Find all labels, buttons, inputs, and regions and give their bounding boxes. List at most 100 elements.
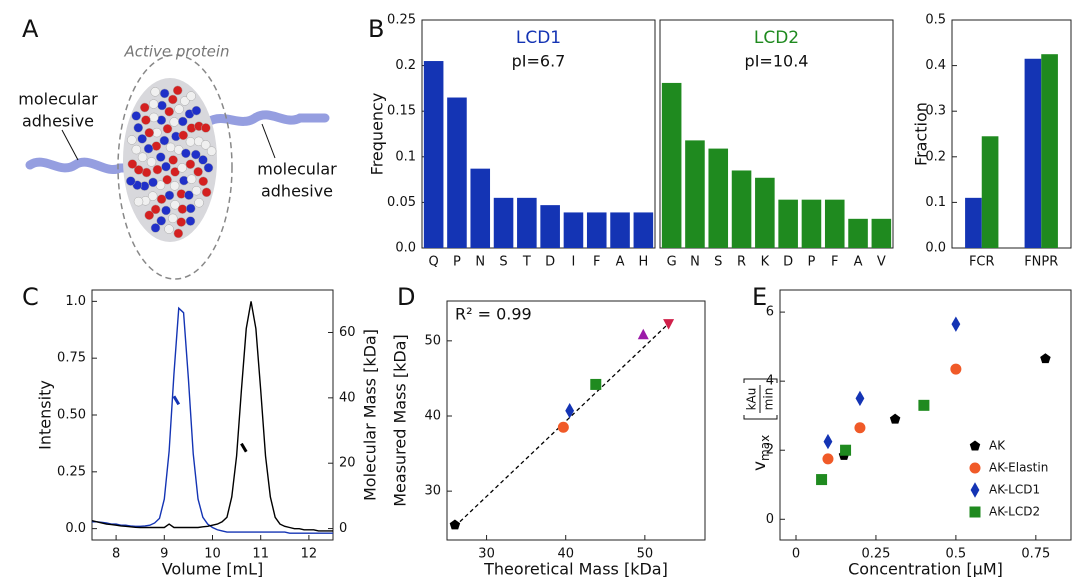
point <box>663 319 675 330</box>
x-tick-label: 50 <box>637 547 654 562</box>
y-axis-label: Frequency <box>368 93 387 176</box>
illustration-label: molecular <box>18 90 98 109</box>
x-tick-label: T <box>522 255 531 270</box>
residue <box>127 159 138 169</box>
y-tick-label: 0.15 <box>387 104 416 119</box>
y2-axis-label: Molecular Mass [kDa] <box>361 329 380 501</box>
y-tick-label: 30 <box>424 484 441 499</box>
intensity-line <box>91 301 333 532</box>
y-axis-label: vmax kAu min <box>743 378 778 471</box>
point <box>637 328 649 340</box>
x-tick-label: 8 <box>112 547 120 562</box>
residue <box>170 200 180 210</box>
legend-marker <box>969 506 981 518</box>
x-tick-label: N <box>690 255 700 270</box>
unit-denominator: min <box>762 388 776 411</box>
subscript: max <box>758 435 772 461</box>
residue <box>133 165 144 175</box>
panel-a-illustration: A Active protein molecular adhesive mole… <box>18 15 337 280</box>
protein-residues <box>126 85 217 239</box>
point <box>951 316 961 332</box>
plot-frame <box>421 19 656 249</box>
protein-boundary <box>117 54 233 280</box>
x-tick-label: P <box>453 255 461 270</box>
illustration-label: adhesive <box>261 182 333 201</box>
pointer <box>261 123 276 159</box>
bar <box>423 61 444 248</box>
residue <box>174 104 184 114</box>
x-tick-label: N <box>475 255 485 270</box>
panel-label: D <box>397 283 415 311</box>
residue <box>200 140 211 150</box>
residue <box>152 164 163 175</box>
chart-subtitle: pI=10.4 <box>745 52 809 71</box>
residue <box>131 144 142 155</box>
bar <box>447 97 467 249</box>
residue <box>186 174 197 184</box>
residue <box>150 223 161 233</box>
point <box>855 390 865 407</box>
x-tick-label: FNPR <box>1024 255 1058 270</box>
x-tick-label: G <box>667 255 677 270</box>
y2-tick-label: 40 <box>339 390 356 405</box>
residue <box>203 163 214 173</box>
chart-subtitle: pI=6.7 <box>512 52 566 71</box>
residue <box>185 203 196 214</box>
x-tick-label: D <box>545 255 555 270</box>
residue <box>159 135 170 146</box>
y-axis-label: Measured Mass [kDa] <box>391 334 410 506</box>
x-tick-label: 30 <box>478 547 495 562</box>
residue <box>184 190 194 200</box>
residue <box>161 205 171 216</box>
y-tick-label: 0.0 <box>925 241 946 256</box>
bar <box>586 212 607 248</box>
legend-label: AK <box>989 439 1006 453</box>
point <box>854 422 866 434</box>
residue <box>156 194 167 204</box>
residue <box>191 149 201 160</box>
residue <box>133 196 144 207</box>
panel-label: C <box>22 283 39 311</box>
residue <box>185 137 196 147</box>
bar <box>470 168 491 248</box>
residue <box>169 181 180 191</box>
residue <box>191 105 202 116</box>
x-tick-label: D <box>783 255 793 270</box>
bar <box>848 218 868 248</box>
point <box>918 399 930 411</box>
residue <box>144 210 154 220</box>
bar <box>661 82 682 248</box>
legend-label: AK-LCD2 <box>989 505 1040 519</box>
point <box>557 421 569 433</box>
residue <box>178 116 188 127</box>
y-axis-label: Intensity <box>36 380 55 450</box>
bar <box>610 212 630 248</box>
residue <box>178 130 189 141</box>
residue <box>149 112 159 123</box>
adhesive-strand <box>203 110 330 127</box>
bar <box>1041 54 1058 249</box>
y-tick-label: 0.2 <box>395 58 416 73</box>
residue <box>139 102 150 113</box>
residue <box>133 123 144 133</box>
y-tick-label: 0.1 <box>395 149 416 164</box>
legend-marker <box>970 482 980 498</box>
x-axis-label: Volume [mL] <box>162 560 264 577</box>
y-tick-label: 0.05 <box>387 195 416 210</box>
x-tick-label: 0.75 <box>1021 547 1050 562</box>
residue <box>150 87 160 97</box>
x-tick-label: 9 <box>160 547 168 562</box>
residue <box>185 159 196 169</box>
y-tick-label: 0.25 <box>57 464 86 479</box>
legend-marker <box>969 462 981 474</box>
residue <box>164 106 174 117</box>
residue <box>169 117 179 127</box>
x-tick-label: F <box>831 255 838 270</box>
chart-title: LCD2 <box>754 28 799 48</box>
y-tick-label: 0.75 <box>57 351 86 366</box>
chart-title: LCD1 <box>516 28 561 48</box>
residue <box>126 176 136 186</box>
intensity-line <box>92 306 333 534</box>
point <box>816 474 828 486</box>
